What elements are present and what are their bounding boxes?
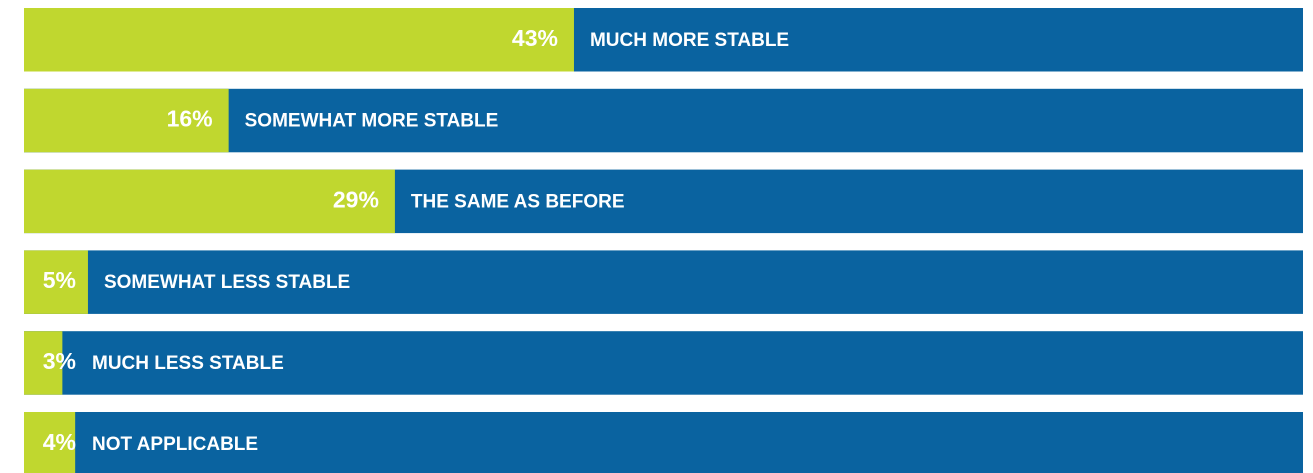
bar-track (24, 88, 1303, 153)
value-label: 4% (43, 429, 76, 455)
bar-track (24, 250, 1303, 314)
bar (24, 8, 574, 72)
category-label: SOMEWHAT LESS STABLE (104, 272, 350, 293)
value-label: 16% (167, 106, 213, 132)
category-label: MUCH LESS STABLE (92, 353, 284, 374)
bar (24, 412, 76, 473)
category-label: NOT APPLICABLE (92, 434, 258, 455)
bar-track (24, 331, 1303, 395)
bar (24, 331, 63, 395)
bar (24, 250, 88, 314)
bar (24, 88, 229, 153)
value-label: 29% (333, 186, 379, 212)
value-label: 3% (43, 348, 76, 374)
category-label: MUCH MORE STABLE (590, 30, 789, 51)
category-label: SOMEWHAT MORE STABLE (245, 111, 499, 132)
category-label: THE SAME AS BEFORE (411, 191, 625, 212)
value-label: 5% (43, 267, 76, 293)
bar-track (24, 412, 1303, 473)
value-label: 43% (512, 25, 558, 51)
bar (24, 169, 395, 234)
